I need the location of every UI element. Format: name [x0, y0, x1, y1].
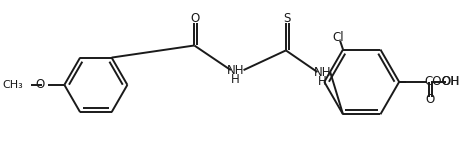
Text: CH₃: CH₃ — [2, 80, 23, 90]
Text: Cl: Cl — [332, 31, 344, 44]
Text: O: O — [191, 12, 200, 25]
Text: NH: NH — [313, 66, 331, 79]
Text: O: O — [35, 78, 45, 91]
Text: O: O — [425, 93, 434, 106]
Text: NH: NH — [227, 64, 244, 77]
Text: H: H — [318, 75, 327, 88]
Text: H: H — [231, 73, 240, 86]
Text: COOH: COOH — [425, 75, 460, 88]
Text: OH: OH — [441, 75, 459, 88]
Text: S: S — [283, 12, 291, 25]
